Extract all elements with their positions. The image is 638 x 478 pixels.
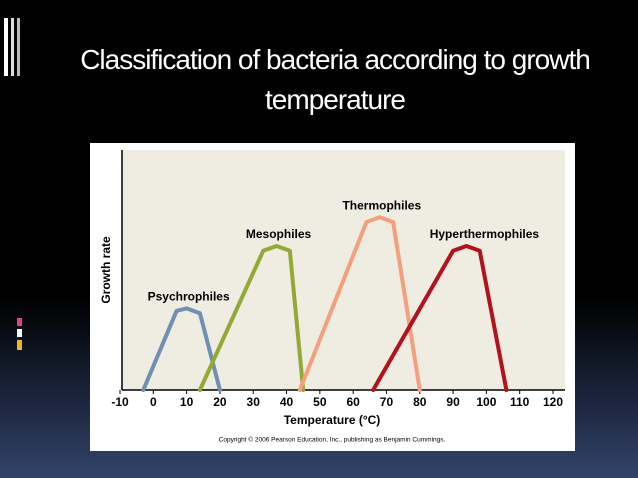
x-tick-label: 120 xyxy=(543,395,563,409)
copyright: Copyright © 2006 Pearson Education, Inc.… xyxy=(219,436,446,444)
decor-square xyxy=(17,329,22,337)
x-tick-label: 60 xyxy=(346,395,360,409)
x-tick-label: 20 xyxy=(213,395,227,409)
decor-square xyxy=(17,318,22,326)
y-axis-label: Growth rate xyxy=(99,236,113,304)
x-tick-label: 10 xyxy=(180,395,194,409)
x-tick-label: 70 xyxy=(380,395,394,409)
x-tick-label: 40 xyxy=(280,395,294,409)
slide-title: Classification of bacteria according to … xyxy=(80,44,591,115)
x-tick-label: 80 xyxy=(413,395,427,409)
growth-curve xyxy=(371,244,509,392)
curve-label: Thermophiles xyxy=(342,198,421,212)
plot-area xyxy=(122,150,565,390)
x-tick-label: 110 xyxy=(510,395,530,409)
x-tick-label: 100 xyxy=(476,395,496,409)
decor-bar xyxy=(4,18,8,76)
growth-curve xyxy=(197,244,306,392)
decor-square xyxy=(17,340,22,350)
x-axis-label: Temperature (°C) xyxy=(284,413,381,427)
decor-bar xyxy=(17,18,20,76)
x-tick-label: 90 xyxy=(446,395,460,409)
x-tick-label: -10 xyxy=(111,395,129,409)
growth-curve xyxy=(141,306,222,392)
x-tick-label: 0 xyxy=(150,395,157,409)
decor-bar xyxy=(11,18,14,76)
curve-label: Psychrophiles xyxy=(148,290,230,304)
growth-curve xyxy=(297,215,422,392)
curve-label: Mesophiles xyxy=(246,227,312,241)
x-tick-label: 30 xyxy=(247,395,261,409)
curve-label: Hyperthermophiles xyxy=(430,227,540,241)
x-tick-label: 50 xyxy=(313,395,327,409)
